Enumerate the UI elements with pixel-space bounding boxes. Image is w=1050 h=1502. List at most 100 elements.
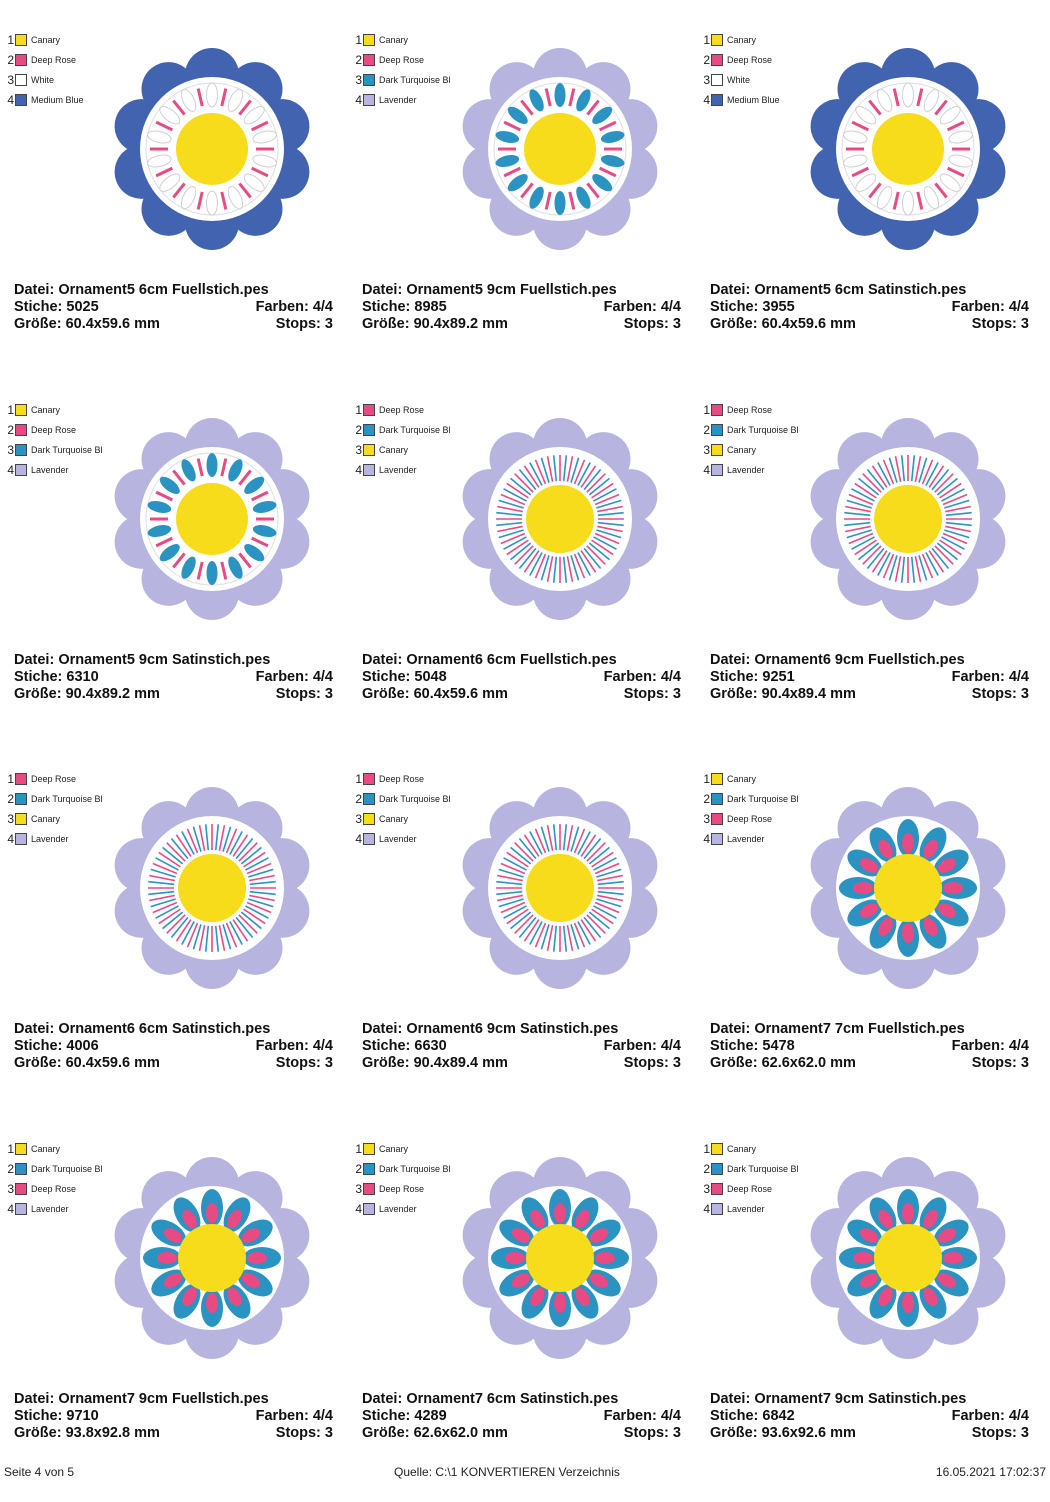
design-card: 1 Canary 2 Dark Turquoise Bl 3 Deep Rose 4 Lave… xyxy=(696,763,1043,1132)
ray-stitch xyxy=(597,874,623,882)
color-name: Canary xyxy=(379,35,409,45)
ray-stitch xyxy=(249,894,275,902)
colors-label: Farben: xyxy=(603,668,657,685)
size-row: Größe: 93.8x92.8 mm Stops: 3 xyxy=(14,1425,333,1442)
footer-source-path: Quelle: C:\1 KONVERTIEREN Verzeichnis xyxy=(394,1465,620,1479)
legend-row: 2 Deep Rose xyxy=(6,50,84,70)
ray-stitch xyxy=(597,890,624,896)
ray-stitch xyxy=(593,487,617,502)
ray-stitch xyxy=(523,919,540,942)
ray-stitch xyxy=(152,901,178,914)
accent-stitch xyxy=(598,166,617,178)
stops-label: Stops: xyxy=(971,1424,1017,1441)
bud-inner xyxy=(902,1292,914,1313)
bud-inner xyxy=(554,1202,566,1223)
drop-motif xyxy=(181,458,196,481)
legend-row: 1 Canary xyxy=(702,30,780,50)
bud-inner xyxy=(241,1227,261,1243)
size-row: Größe: 60.4x59.6 mm Stops: 3 xyxy=(710,316,1029,333)
stops-label: Stops: xyxy=(623,1424,669,1441)
bud-inner xyxy=(923,839,938,859)
design-card: 1 Deep Rose 2 Dark Turquoise Bl 3 Canary 4 Lave… xyxy=(0,763,347,1132)
size-row: Größe: 60.4x59.6 mm Stops: 3 xyxy=(362,686,681,703)
bud-inner xyxy=(575,1287,590,1306)
size-row: Größe: 90.4x89.2 mm Stops: 3 xyxy=(14,686,333,703)
accent-stitch xyxy=(503,120,522,132)
yellow-center xyxy=(872,113,944,185)
drop-motif xyxy=(244,476,265,494)
ray-stitch xyxy=(552,824,558,851)
ray-stitch xyxy=(566,825,574,851)
ray-stitch xyxy=(942,532,968,544)
stitch-count: 4006 xyxy=(66,1038,99,1054)
color-name: Medium Blue xyxy=(31,95,84,105)
legend-number: 4 xyxy=(7,832,14,846)
stitch-count: 4289 xyxy=(414,1407,447,1424)
ornament-image xyxy=(803,783,1013,998)
stop-count: 3 xyxy=(324,316,333,332)
stitches-row: Stiche: 4289 Farben: 4/4 xyxy=(362,1408,681,1425)
ray-stitch xyxy=(941,535,965,550)
ray-stitch xyxy=(594,493,620,505)
file-row: Datei: Ornament6 9cm Fuellstich.pes xyxy=(710,652,1029,669)
legend-row: 1 Deep Rose xyxy=(354,769,451,789)
ray-stitch xyxy=(573,553,586,578)
design-card: 1 Canary 2 Dark Turquoise Bl 3 Deep Rose 4 Lave… xyxy=(0,1133,347,1502)
stitches-label: Stiche: xyxy=(362,1038,411,1054)
legend-row: 4 Medium Blue xyxy=(702,90,779,110)
color-count: 4/4 xyxy=(312,668,333,685)
file-name: Ornament5 9cm Fuellstich.pes xyxy=(406,282,617,298)
size-row: Größe: 60.4x59.6 mm Stops: 3 xyxy=(14,1055,333,1072)
legend-row: 3 Canary xyxy=(702,440,799,460)
ornament-preview xyxy=(810,417,1006,620)
colors-label: Farben: xyxy=(951,299,1005,315)
bud-inner xyxy=(530,1287,545,1306)
stop-count: 3 xyxy=(1020,685,1029,702)
stitch-count: 5478 xyxy=(762,1038,795,1054)
accent-stitch xyxy=(220,88,228,107)
drop-motif xyxy=(948,130,973,144)
stitches-label: Stiche: xyxy=(14,299,63,315)
legend-number: 4 xyxy=(7,93,14,107)
center-decoration xyxy=(495,83,625,215)
ray-stitch xyxy=(148,880,175,886)
ornament-image xyxy=(455,44,665,259)
accent-stitch xyxy=(868,182,882,199)
legend-row: 1 Canary xyxy=(6,400,103,420)
size-label: Größe: xyxy=(710,1424,758,1441)
ornament-preview xyxy=(462,787,658,989)
color-name: Canary xyxy=(727,1143,757,1154)
center-decoration xyxy=(843,82,973,216)
drop-motif xyxy=(554,83,566,107)
ray-stitch xyxy=(245,857,269,871)
bud-inner xyxy=(505,1251,525,1264)
ray-stitch xyxy=(540,554,550,580)
drop-motif xyxy=(529,186,544,209)
footer-page-number: Seite 4 von 5 xyxy=(4,1465,75,1479)
design-grid: 1 Canary 2 Deep Rose 3 White 4 Medium Blue Datei… xyxy=(0,24,1043,1441)
size-row: Größe: 90.4x89.4 mm Stops: 3 xyxy=(710,686,1029,703)
ray-stitch xyxy=(573,459,586,484)
stitch-count: 5048 xyxy=(414,668,447,685)
color-name: Dark Turquoise Bl xyxy=(379,1163,451,1174)
drop-motif xyxy=(948,154,973,168)
ray-stitch xyxy=(498,868,524,878)
ray-stitch xyxy=(249,880,276,886)
stops-label: Stops: xyxy=(275,685,321,702)
color-count: 4/4 xyxy=(1008,1407,1029,1424)
ray-stitch xyxy=(181,921,195,945)
design-card: 1 Canary 2 Deep Rose 3 White 4 Medium Blue Datei… xyxy=(696,24,1043,393)
stitches-row: Stiche: 9251 Farben: 4/4 xyxy=(710,669,1029,686)
ray-stitch xyxy=(945,521,972,526)
ray-stitch xyxy=(238,842,258,862)
ray-stitch xyxy=(218,925,226,951)
bud-inner xyxy=(227,1209,242,1228)
stitches-label: Stiche: xyxy=(710,299,759,315)
bud-inner xyxy=(878,1287,893,1306)
ray-stitch xyxy=(597,511,624,516)
stops-label: Stops: xyxy=(275,1055,321,1071)
file-row: Datei: Ornament7 9cm Satinstich.pes xyxy=(710,1391,1029,1408)
ornament-image xyxy=(107,44,317,259)
color-name: Lavender xyxy=(379,834,417,844)
ray-stitch xyxy=(945,511,972,516)
